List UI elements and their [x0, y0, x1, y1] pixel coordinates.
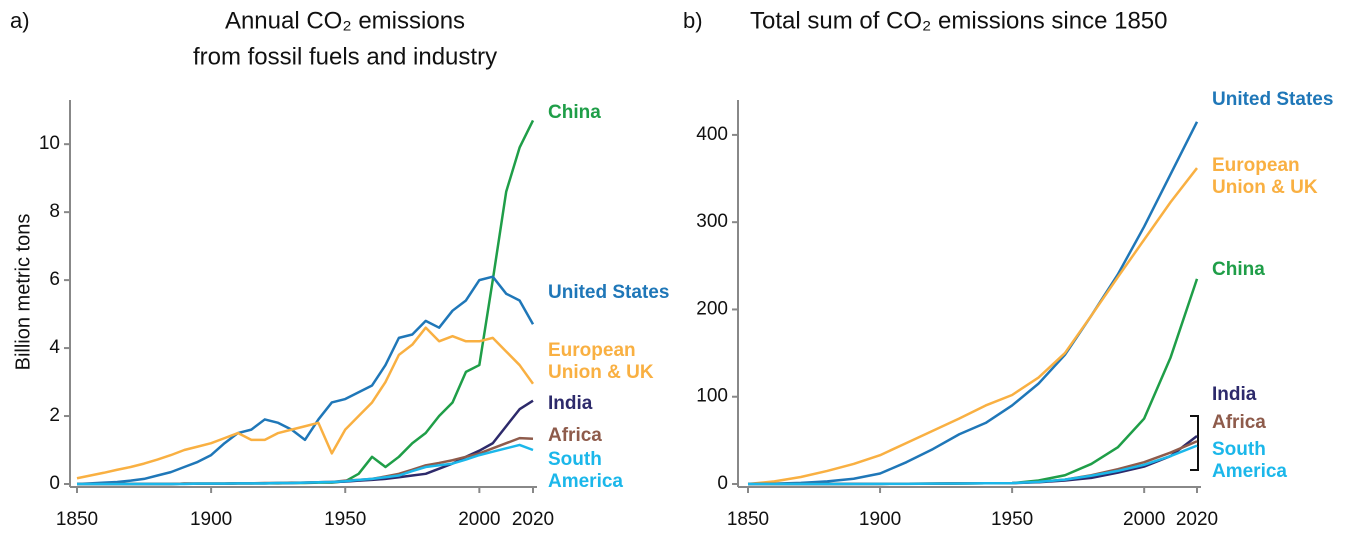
y-tick-label: 6 — [49, 269, 60, 290]
x-tick-label: 2020 — [512, 509, 554, 530]
y-tick-label: 2 — [49, 405, 60, 426]
x-tick-label: 2000 — [1123, 509, 1165, 530]
panel-label: b) — [683, 8, 703, 33]
x-tick-label: 2020 — [1176, 509, 1218, 530]
series-label: South America — [548, 449, 623, 492]
y-tick-label: 100 — [696, 386, 728, 407]
series-label: China — [1212, 259, 1265, 280]
series-label: United States — [1212, 89, 1334, 110]
y-tick-label: 0 — [717, 473, 728, 494]
series-label: United States — [548, 282, 670, 303]
series-label: Africa — [1212, 412, 1266, 433]
x-tick-label: 1900 — [859, 509, 901, 530]
series-label: Africa — [548, 425, 602, 446]
y-tick-label: 200 — [696, 298, 728, 319]
panel-label: a) — [10, 8, 30, 33]
y-axis-label: Billion metric tons — [12, 214, 34, 371]
y-tick-label: 0 — [49, 473, 60, 494]
series-line — [748, 440, 1198, 486]
x-tick-label: 1900 — [190, 509, 232, 530]
series-label: European Union & UK — [548, 340, 654, 383]
x-tick-label: 1850 — [56, 509, 98, 530]
series-line — [748, 444, 1198, 486]
series-line — [748, 435, 1198, 486]
x-tick-label: 1950 — [991, 509, 1033, 530]
x-tick-label: 1950 — [324, 509, 366, 530]
y-tick-label: 400 — [696, 124, 728, 145]
series-line — [77, 399, 534, 486]
series-line — [77, 443, 534, 486]
chart-title: Total sum of CO₂ emissions since 1850 — [750, 7, 1168, 34]
chart-title: Annual CO₂ emissions — [225, 7, 465, 34]
x-tick-label: 1850 — [727, 509, 769, 530]
series-label: India — [548, 393, 593, 414]
y-tick-label: 10 — [39, 133, 60, 154]
series-label: European Union & UK — [1212, 155, 1318, 198]
y-tick-label: 300 — [696, 211, 728, 232]
series-line — [76, 326, 535, 480]
x-tick-label: 2000 — [458, 509, 500, 530]
y-tick-label: 4 — [49, 337, 60, 358]
series-line — [748, 278, 1199, 486]
series-line — [747, 167, 1198, 486]
series-label: South America — [1212, 439, 1287, 482]
bracket — [1190, 415, 1199, 471]
chart-title: from fossil fuels and industry — [193, 43, 497, 70]
series-line — [747, 121, 1199, 486]
series-line — [76, 275, 535, 486]
series-label: India — [1212, 384, 1257, 405]
y-tick-label: 8 — [49, 201, 60, 222]
series-label: China — [548, 102, 601, 123]
